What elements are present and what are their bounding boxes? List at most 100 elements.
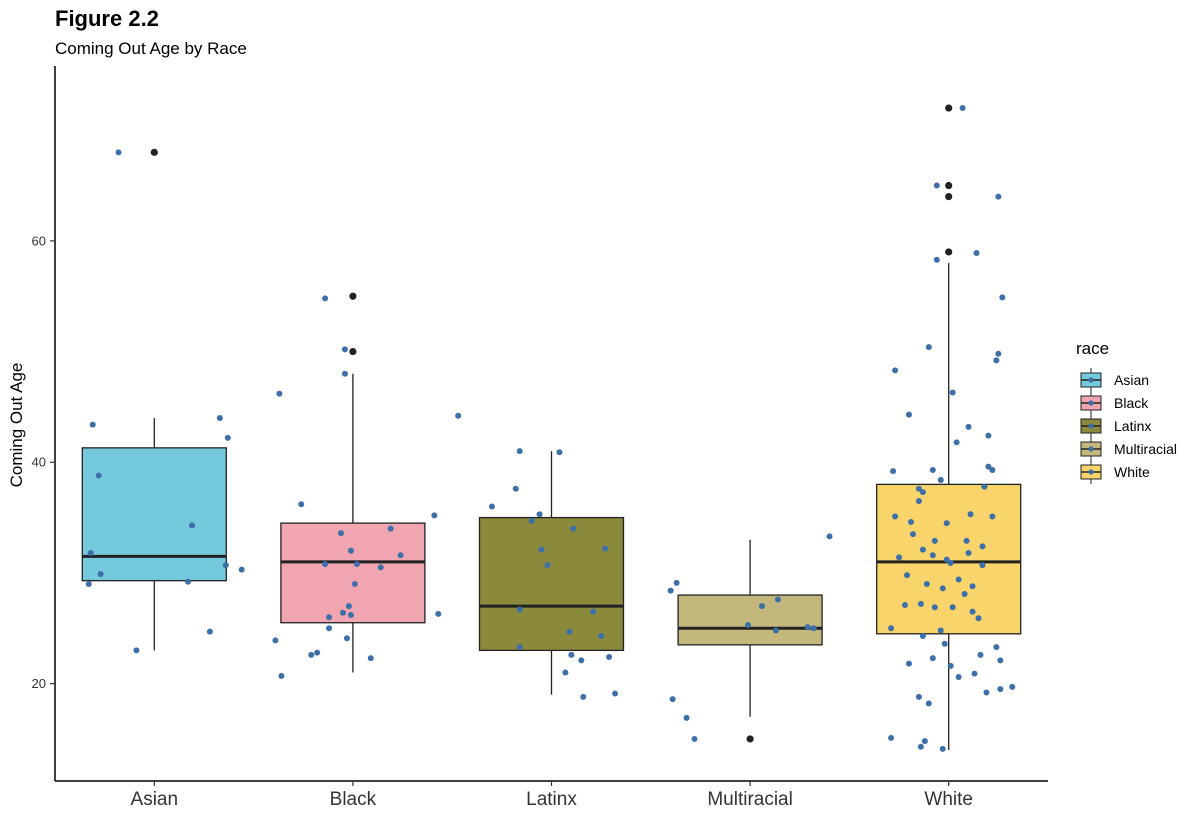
data-point — [981, 483, 988, 490]
data-point — [902, 602, 909, 609]
plot-area — [81, 104, 1022, 752]
data-point — [185, 578, 192, 585]
data-point — [612, 690, 619, 697]
data-point — [969, 583, 976, 590]
data-point — [669, 696, 676, 703]
data-point — [925, 700, 932, 707]
data-point — [326, 625, 333, 632]
data-point — [983, 689, 990, 696]
data-point — [931, 537, 938, 544]
outlier-point — [945, 193, 953, 201]
legend-label: Asian — [1114, 372, 1149, 388]
data-point — [826, 533, 833, 540]
data-point — [745, 621, 752, 628]
data-point — [238, 566, 245, 573]
legend-key-point — [1088, 377, 1094, 383]
legend-item-asian: Asian — [1080, 368, 1149, 392]
data-point — [949, 604, 956, 611]
data-point — [917, 600, 924, 607]
data-point — [973, 250, 980, 257]
data-point — [387, 525, 394, 532]
data-point — [979, 562, 986, 569]
outlier-point — [746, 735, 754, 743]
data-point — [967, 511, 974, 518]
data-point — [939, 745, 946, 752]
data-point — [965, 549, 972, 556]
data-point — [528, 517, 535, 524]
data-point — [516, 448, 523, 455]
data-point — [943, 520, 950, 527]
x-tick-label: Asian — [131, 789, 179, 810]
data-point — [314, 649, 321, 656]
data-point — [995, 193, 1002, 200]
data-point — [568, 651, 575, 658]
data-point — [929, 466, 936, 473]
y-tick-label: 60 — [32, 233, 46, 248]
data-point — [341, 346, 348, 353]
chart-title: Figure 2.2 — [55, 6, 159, 31]
data-point — [580, 693, 587, 700]
data-point — [915, 485, 922, 492]
data-point — [683, 714, 690, 721]
data-point — [308, 651, 315, 658]
data-point — [189, 522, 196, 529]
data-point — [919, 489, 926, 496]
data-point — [977, 651, 984, 658]
data-point — [377, 564, 384, 571]
box-group-white — [876, 104, 1022, 752]
data-point — [937, 476, 944, 483]
data-point — [272, 637, 279, 644]
data-point — [929, 655, 936, 662]
data-point — [985, 432, 992, 439]
data-point — [97, 571, 104, 578]
data-point — [896, 554, 903, 561]
data-point — [133, 647, 140, 654]
legend-label: White — [1114, 464, 1150, 480]
data-point — [955, 576, 962, 583]
data-point — [929, 552, 936, 559]
data-point — [536, 511, 543, 518]
legend-item-latinx: Latinx — [1080, 414, 1151, 438]
data-point — [206, 628, 213, 635]
data-point — [997, 686, 1004, 693]
data-point — [351, 580, 358, 587]
x-tick-label: Multiracial — [707, 789, 793, 810]
legend-key-point — [1088, 423, 1094, 429]
x-tick-label: Latinx — [526, 789, 577, 810]
data-point — [367, 655, 374, 662]
legend-key-point — [1088, 400, 1094, 406]
data-point — [673, 579, 680, 586]
data-point — [341, 370, 348, 377]
y-tick-label: 20 — [32, 676, 46, 691]
data-point — [947, 559, 954, 566]
data-point — [590, 608, 597, 615]
data-point — [953, 439, 960, 446]
data-point — [975, 615, 982, 622]
data-point — [570, 525, 577, 532]
data-point — [353, 561, 360, 568]
data-point — [602, 545, 609, 552]
data-point — [322, 295, 329, 302]
legend: Asian Black Latinx Multiracial White — [1080, 368, 1177, 484]
data-point — [989, 466, 996, 473]
chart-subtitle: Coming Out Age by Race — [55, 39, 247, 58]
data-point — [87, 549, 94, 556]
data-point — [943, 556, 950, 563]
data-point — [326, 614, 333, 621]
data-point — [804, 624, 811, 631]
data-point — [993, 644, 1000, 651]
outlier-point — [945, 181, 953, 190]
legend-label: Multiracial — [1114, 441, 1177, 457]
data-point — [905, 660, 912, 667]
data-point — [538, 546, 545, 553]
box-latinx — [478, 516, 625, 652]
data-point — [925, 344, 932, 351]
data-point — [949, 389, 956, 396]
data-point — [347, 547, 354, 554]
data-point — [516, 644, 523, 651]
data-point — [89, 421, 96, 428]
data-point — [971, 670, 978, 677]
data-point — [921, 738, 928, 745]
data-point — [919, 633, 926, 640]
data-point — [224, 434, 231, 441]
